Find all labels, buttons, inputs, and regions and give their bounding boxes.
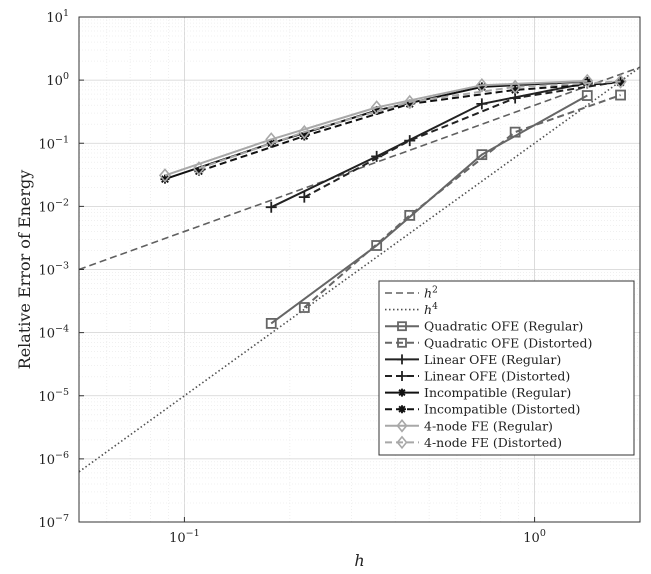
square-marker	[371, 240, 383, 251]
plus-marker	[265, 201, 277, 213]
plus-marker	[371, 150, 383, 162]
y-tick-label: 100	[46, 71, 69, 89]
legend-entry: Linear OFE (Regular)	[385, 352, 561, 367]
y-tick-label: 10−4	[38, 324, 69, 342]
legend-entry: Linear OFE (Distorted)	[385, 369, 570, 384]
legend-entry: h2	[385, 286, 438, 301]
asterisk-marker	[194, 166, 204, 176]
y-tick-label: 101	[46, 8, 69, 26]
plus-marker	[404, 135, 416, 147]
y-tick-label: 10−7	[38, 513, 69, 531]
plus-marker	[298, 191, 310, 203]
legend-entry: 4-node FE (Distorted)	[385, 435, 562, 450]
ticks: 10−7 10−6 10−5 10−4 10−3 10−2 10−1 100 101 10−1 10…	[38, 8, 545, 546]
square-marker	[265, 318, 277, 329]
asterisk-marker	[299, 131, 309, 141]
y-axis-label: Relative Error of Energy	[15, 170, 34, 370]
y-tick-label: 10−6	[38, 450, 69, 468]
series-layer	[79, 66, 640, 473]
legend-entry: Incompatible (Distorted)	[385, 402, 580, 417]
asterisk-marker	[160, 174, 170, 184]
diamond-marker	[158, 168, 172, 183]
legend-entry: Incompatible (Regular)	[385, 385, 571, 400]
series-4-node-fe-distorted	[192, 74, 627, 176]
y-tick-label: 10−2	[38, 197, 69, 215]
asterisk-marker	[398, 388, 406, 397]
legend-label: h4	[424, 302, 438, 317]
legend-label: 4-node FE (Regular)	[424, 418, 553, 433]
series-h	[79, 66, 640, 271]
series-line	[270, 94, 588, 325]
asterisk-marker	[372, 106, 382, 116]
diamond-marker	[614, 74, 627, 89]
series-line	[303, 80, 621, 199]
diamond-marker	[370, 100, 383, 115]
legend-entry: Quadratic OFE (Regular)	[385, 319, 583, 334]
series-line	[270, 82, 588, 209]
diamond-marker	[396, 419, 408, 433]
diamond-marker	[396, 435, 408, 450]
diamond-marker	[403, 94, 416, 110]
asterisk-marker	[477, 82, 487, 92]
y-tick-label: 10−3	[38, 261, 69, 279]
legend-box	[378, 280, 635, 456]
legend-entry: Quadratic OFE (Distorted)	[385, 335, 592, 350]
asterisk-marker	[266, 138, 276, 148]
legend-entry: 4-node FE (Regular)	[385, 418, 553, 433]
square-marker	[581, 90, 593, 101]
legend-label: Quadratic OFE (Distorted)	[424, 335, 592, 350]
plus-marker	[397, 371, 407, 381]
legend-label: Quadratic OFE (Regular)	[424, 319, 583, 334]
y-tick-label: 10−5	[38, 387, 69, 405]
asterisk-marker	[405, 99, 415, 109]
legend-label: h2	[424, 286, 438, 301]
legend-label: 4-node FE (Distorted)	[424, 435, 562, 450]
square-marker	[298, 302, 310, 313]
x-tick-label: 100	[523, 528, 546, 546]
square-marker	[397, 337, 407, 348]
x-tick-label: 10−1	[169, 528, 200, 546]
plus-marker	[476, 98, 488, 110]
square-marker	[404, 209, 416, 221]
asterisk-marker	[510, 85, 520, 95]
legend-label: Linear OFE (Distorted)	[424, 369, 570, 384]
diamond-marker	[509, 79, 522, 95]
legend-label: Incompatible (Distorted)	[424, 402, 580, 417]
series-line	[198, 80, 621, 170]
series-line	[79, 66, 640, 271]
y-tick-label: 10−1	[38, 134, 69, 152]
diamond-marker	[581, 73, 594, 89]
series-quadratic-ofe-distorted	[298, 89, 626, 313]
square-marker	[509, 126, 521, 138]
series-line	[79, 66, 640, 473]
legend-entry: h4	[385, 302, 438, 317]
diamond-marker	[298, 124, 311, 140]
square-marker	[615, 89, 626, 101]
x-axis-label: h	[354, 551, 364, 570]
diamond-marker	[192, 161, 205, 176]
series-h	[79, 66, 640, 473]
asterisk-marker	[398, 405, 406, 414]
diamond-marker	[475, 77, 488, 93]
series-line	[303, 94, 621, 309]
diamond-marker	[265, 132, 278, 147]
square-marker	[397, 321, 407, 332]
legend-label: Incompatible (Regular)	[424, 385, 571, 400]
legend-label: Linear OFE (Regular)	[424, 352, 561, 367]
plus-marker	[397, 354, 407, 365]
